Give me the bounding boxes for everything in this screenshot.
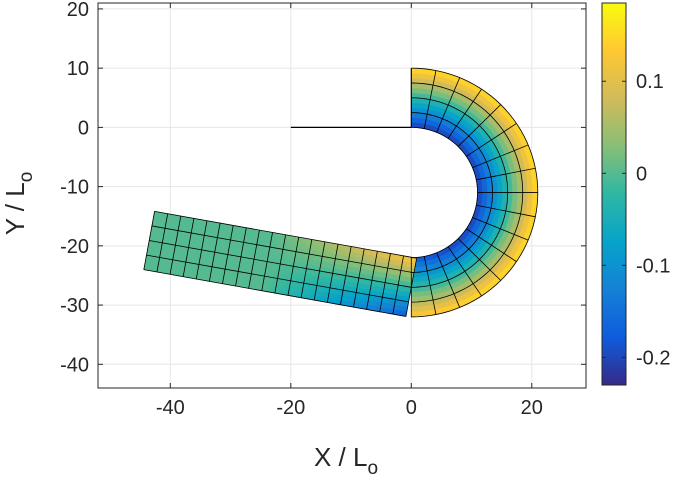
- mesh-fill: [410, 286, 419, 293]
- mesh-fill: [512, 185, 519, 193]
- x-tick-label: -20: [276, 397, 305, 419]
- y-tick-label: -40: [60, 354, 89, 376]
- mesh-line: [151, 225, 415, 274]
- mesh-line: [146, 254, 409, 303]
- mesh-fill: [410, 97, 418, 104]
- mesh-fill: [507, 192, 514, 200]
- mesh-fill: [481, 182, 488, 189]
- mesh-fill: [410, 122, 417, 128]
- mesh-fill: [410, 67, 420, 74]
- mesh-fill: [416, 102, 424, 109]
- mesh-fill: [410, 301, 420, 308]
- mesh-fill: [477, 192, 483, 198]
- mesh-fill: [507, 185, 514, 193]
- mesh-fill: [502, 186, 508, 193]
- mesh-fill: [476, 183, 483, 189]
- mesh-line: [411, 126, 478, 259]
- mesh-fill: [522, 184, 529, 193]
- mesh-line: [149, 240, 412, 288]
- y-axis-label: Y / Lo: [0, 172, 37, 236]
- mesh-fill: [410, 112, 417, 118]
- mesh-fill: [497, 186, 503, 193]
- axes-box: [97, 2, 587, 389]
- y-tick-label: -10: [60, 177, 89, 199]
- mesh-line: [154, 210, 417, 259]
- x-tick-label: -40: [156, 397, 185, 419]
- mesh-fill: [410, 87, 419, 94]
- colorbar-tick-label: -0.2: [636, 347, 670, 369]
- mesh-line: [143, 269, 406, 317]
- y-tick-label: 0: [78, 117, 89, 139]
- mesh-fill: [502, 192, 508, 200]
- mesh-line: [411, 67, 539, 318]
- mesh-fill: [522, 192, 529, 201]
- x-tick-label: 20: [521, 397, 543, 419]
- mesh-fill: [527, 184, 534, 193]
- y-tick-labels: 20 10 0 -10 -20 -30 -40: [60, 0, 89, 376]
- mesh-fill: [527, 192, 534, 201]
- mesh-fill: [487, 186, 493, 193]
- mesh-fill: [497, 192, 503, 199]
- mesh-fill: [410, 107, 418, 114]
- mesh-fill: [415, 261, 422, 268]
- mesh-fill: [487, 192, 493, 199]
- x-axis-label: X / Lo: [314, 442, 378, 479]
- mesh-fill: [482, 187, 488, 193]
- y-tick-label: 20: [67, 0, 89, 21]
- mesh-fill: [532, 184, 539, 193]
- mesh-fill: [410, 117, 417, 123]
- mesh-fill: [416, 276, 424, 283]
- mesh-fill: [410, 92, 419, 99]
- svg-text:Y / Lo: Y / Lo: [0, 172, 37, 236]
- mesh-fill: [410, 296, 419, 303]
- beam-mesh: [143, 67, 539, 318]
- mesh-line: [411, 112, 494, 273]
- x-tick-label: 0: [406, 397, 417, 419]
- colorbar-tick-labels: 0.1 0 -0.1 -0.2: [636, 71, 670, 369]
- mesh-fill: [410, 291, 419, 298]
- colorbar: [601, 2, 627, 386]
- mesh-line: [411, 97, 509, 288]
- mesh-fill: [477, 187, 483, 193]
- mesh-fill: [532, 192, 539, 201]
- x-tick-labels: -40 -20 0 20: [156, 397, 543, 419]
- y-tick-label: 10: [67, 58, 89, 80]
- mesh-fill: [517, 185, 524, 193]
- mesh-fill: [410, 77, 420, 84]
- mesh-fill: [410, 82, 419, 89]
- y-tick-label: -30: [60, 295, 89, 317]
- mesh-line: [411, 82, 524, 303]
- mesh-fill: [482, 192, 488, 198]
- y-tick-label: -20: [60, 236, 89, 258]
- mesh-fill: [512, 192, 519, 200]
- colorbar-tick-label: 0.1: [636, 71, 664, 93]
- mesh-fill: [492, 192, 498, 199]
- mesh-fill: [492, 186, 498, 193]
- mesh-fill: [517, 192, 524, 201]
- mesh-fill: [496, 197, 503, 205]
- colorbar-tick-label: 0: [636, 163, 647, 185]
- mesh-fill: [496, 180, 503, 188]
- mesh-fill: [410, 311, 420, 318]
- mesh-fill: [410, 306, 420, 313]
- mesh-fill: [410, 102, 418, 109]
- colorbar-ticks: [602, 80, 626, 358]
- axis-ticks: [98, 3, 586, 388]
- colorbar-tick-label: -0.1: [636, 255, 670, 277]
- mesh-fill: [410, 72, 420, 79]
